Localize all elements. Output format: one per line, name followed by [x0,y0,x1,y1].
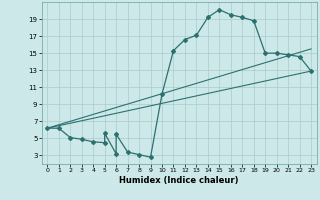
X-axis label: Humidex (Indice chaleur): Humidex (Indice chaleur) [119,176,239,185]
